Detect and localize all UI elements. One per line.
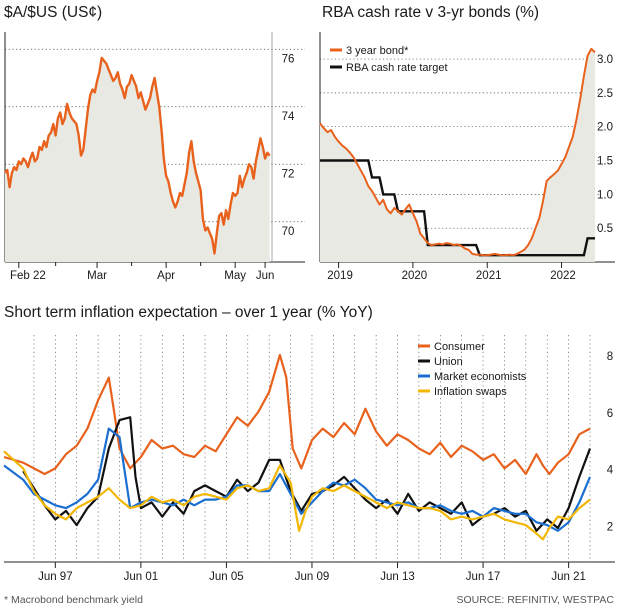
chart1-series-line bbox=[4, 56, 271, 255]
legend-label-inflation-swaps: Inflation swaps bbox=[434, 386, 507, 398]
chart2-legend: 3 year bond* RBA cash rate target bbox=[330, 45, 448, 74]
chart2-x-tick-label: 2020 bbox=[402, 270, 428, 282]
chart1-title: $A/$US (US¢) bbox=[4, 4, 103, 21]
chart3-x-tick-label: Jun 17 bbox=[466, 571, 501, 583]
chart3-series-market-economists bbox=[3, 427, 592, 532]
chart3-series-inflation-swaps bbox=[3, 450, 591, 541]
chart3-x-tick-label: Jun 01 bbox=[124, 571, 159, 583]
chart3-title: Short term inflation expectation – over … bbox=[4, 304, 373, 321]
legend-label-cash-rate: RBA cash rate target bbox=[346, 62, 448, 74]
chart3-y-tick-label: 4 bbox=[607, 465, 614, 477]
chart2-y-tick-label: 1.5 bbox=[597, 156, 613, 168]
chart2-y-tick-label: 3.0 bbox=[597, 54, 613, 66]
legend-label-bond: 3 year bond* bbox=[346, 45, 409, 57]
chart2-title: RBA cash rate v 3-yr bonds (%) bbox=[322, 4, 540, 21]
chart1-x-tick-label: Feb 22 bbox=[10, 270, 46, 282]
chart3-x-tick-label: Jun 05 bbox=[209, 571, 244, 583]
chart1-x-tick-label: Mar bbox=[87, 270, 107, 282]
chart2-x-tick-label: 2022 bbox=[550, 270, 576, 282]
legend-label-consumer: Consumer bbox=[434, 341, 485, 353]
chart1-x-tick-label: Jun bbox=[256, 270, 275, 282]
chart1-y-tick-label: 72 bbox=[282, 168, 295, 180]
chart2-y-tick-label: 0.5 bbox=[597, 223, 613, 235]
legend-label-market-economists: Market economists bbox=[434, 371, 527, 383]
chart3-x-tick-label: Jun 97 bbox=[38, 571, 73, 583]
chart2-x-tick-label: 2021 bbox=[476, 270, 502, 282]
chart3-y-tick-label: 8 bbox=[607, 351, 613, 363]
chart3-x-tick-label: Jun 21 bbox=[551, 571, 586, 583]
chart2-x-tick-label: 2019 bbox=[327, 270, 353, 282]
chart1-x-tick-label: May bbox=[224, 270, 246, 282]
chart1-y-tick-label: 74 bbox=[282, 111, 295, 123]
chart2-y-tick-label: 2.5 bbox=[597, 88, 613, 100]
chart2-y-tick-label: 2.0 bbox=[597, 122, 613, 134]
chart1-y-tick-label: 76 bbox=[282, 53, 295, 65]
chart3-y-tick-label: 6 bbox=[607, 408, 613, 420]
chart2-series-bond bbox=[319, 47, 596, 257]
chart2-area-fill bbox=[320, 48, 595, 263]
chart3-series-consumer bbox=[3, 353, 591, 476]
legend-label-union: Union bbox=[434, 356, 463, 368]
source-note: SOURCE: REFINITIV, WESTPAC bbox=[456, 594, 614, 606]
chart1-area-fill bbox=[5, 57, 270, 263]
chart2-y-tick-label: 1.0 bbox=[597, 189, 613, 201]
footnote: * Macrobond benchmark yield bbox=[4, 594, 143, 606]
chart1-x-tick-label: Apr bbox=[157, 270, 175, 282]
chart3-x-tick-label: Jun 09 bbox=[295, 571, 330, 583]
chart3-y-tick-label: 2 bbox=[607, 521, 613, 533]
chart3-legend: Consumer Union Market economists Inflation … bbox=[418, 341, 527, 398]
chart3-x-tick-label: Jun 13 bbox=[380, 571, 415, 583]
chart1-y-tick-label: 70 bbox=[282, 226, 295, 238]
